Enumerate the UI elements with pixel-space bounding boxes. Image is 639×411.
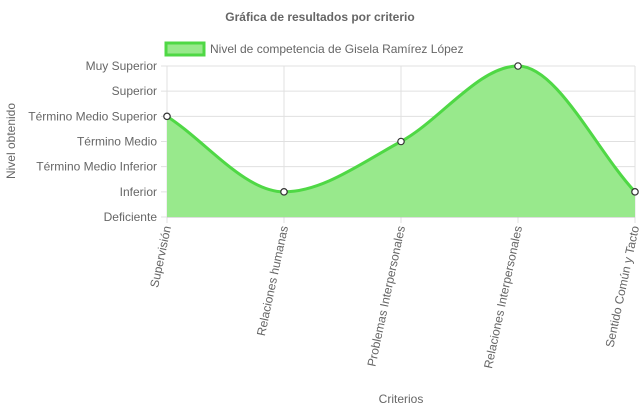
y-axis-ticks: Deficiente Inferior Término Medio Inferior…	[28, 59, 157, 224]
x-axis-title: Criterios	[379, 392, 424, 406]
data-point[interactable]	[514, 62, 522, 70]
data-point[interactable]	[631, 188, 639, 196]
x-tick-label: Relaciones humanas	[254, 225, 291, 338]
y-axis-title: Nivel obtenido	[4, 103, 18, 179]
data-points	[163, 62, 639, 196]
y-tick-label: Término Medio	[77, 135, 157, 149]
y-tick-label: Deficiente	[104, 210, 158, 224]
x-tick-label: Supervisión	[147, 225, 174, 289]
y-tick-label: Término Medio Inferior	[36, 160, 157, 174]
legend-swatch	[164, 41, 206, 57]
legend-label: Nivel de competencia de Gisela Ramírez L…	[210, 42, 463, 56]
x-tick-label: Sentido Común y Tacto	[603, 224, 639, 348]
y-tick-label: Superior	[112, 84, 157, 98]
data-point[interactable]	[163, 112, 171, 121]
y-tick-label: Muy Superior	[86, 59, 157, 73]
x-tick-label: Problemas Interpersonales	[365, 225, 409, 368]
y-tick-label: Inferior	[120, 185, 157, 199]
legend[interactable]: Nivel de competencia de Gisela Ramírez L…	[164, 41, 463, 57]
data-point[interactable]	[397, 137, 405, 146]
x-tick-label: Relaciones Interpersonales	[481, 225, 525, 370]
x-axis-ticks: Supervisión Relaciones humanas Problemas I…	[147, 224, 639, 369]
data-point[interactable]	[280, 188, 288, 196]
chart-title: Gráfica de resultados por criterio	[225, 10, 414, 24]
y-tick-label: Término Medio Superior	[28, 109, 157, 123]
